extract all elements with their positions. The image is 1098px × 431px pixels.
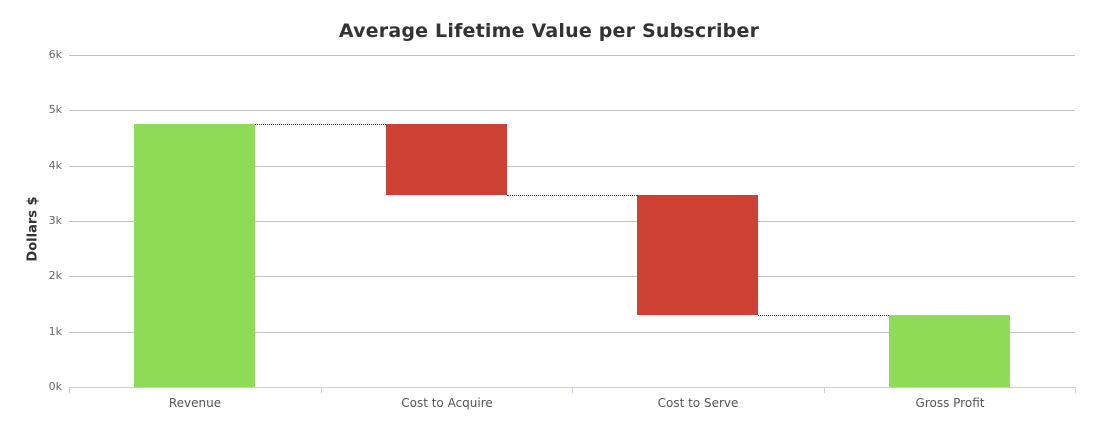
x-tick-mark [69,387,70,393]
bar-revenue[interactable] [134,124,255,387]
y-tick-label: 3k [48,213,62,227]
gridline [69,166,1075,167]
x-tick-label: Gross Profit [915,396,985,410]
bar-cost-to-serve[interactable] [637,195,758,315]
gridline [69,276,1075,277]
connector-line [255,124,386,125]
connector-line [758,315,889,316]
x-tick-label: Cost to Serve [657,396,739,410]
x-tick-mark [824,387,825,393]
y-tick-label: 6k [48,47,62,61]
chart-title: Average Lifetime Value per Subscriber [338,20,760,42]
y-axis-label: Dollars $ [25,196,41,262]
x-tick-label: Cost to Acquire [401,396,493,410]
y-tick-label: 5k [48,102,62,116]
x-tick-label: Revenue [168,396,222,410]
y-tick-label: 1k [48,324,62,338]
gridline [69,55,1075,56]
x-tick-mark [572,387,573,393]
connector-line [507,195,637,196]
y-tick-label: 4k [48,158,62,172]
y-tick-label: 2k [48,268,62,282]
bar-cost-to-acquire[interactable] [386,124,507,195]
gridline [69,221,1075,222]
x-tick-mark [1075,387,1076,393]
x-tick-mark [321,387,322,393]
gridline [69,332,1075,333]
bar-gross-profit[interactable] [889,315,1010,387]
gridline [69,110,1075,111]
y-tick-label: 0k [48,379,62,393]
